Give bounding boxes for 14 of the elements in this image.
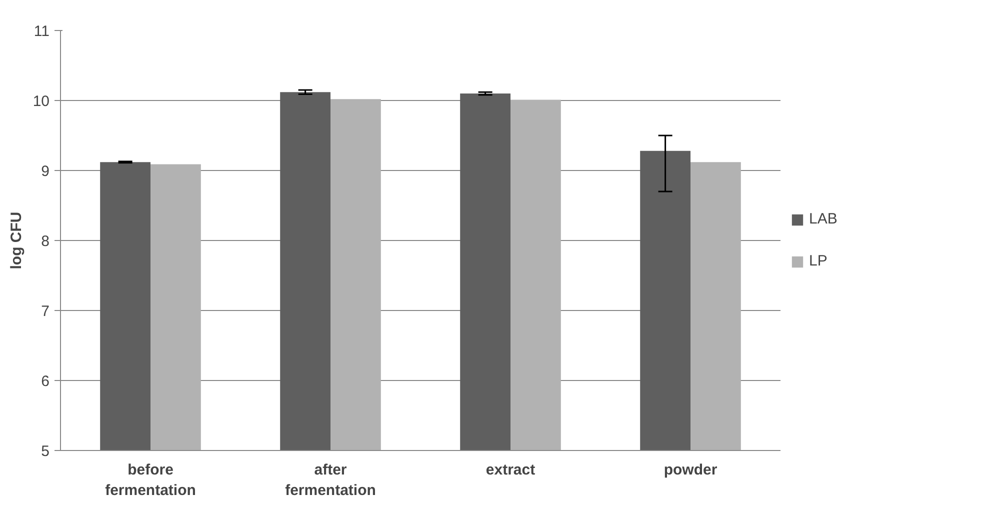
x-tick-label: powder [664,462,718,478]
y-tick-label: 5 [41,443,50,460]
legend-label: LP [809,252,828,270]
y-tick-label: 6 [41,373,50,390]
legend-label: LAB [809,210,838,228]
x-tick-label: after fermentation [285,462,376,499]
y-tick-label: 10 [32,93,50,110]
y-tick-label: 7 [41,303,50,320]
x-tick-label: extract [486,462,536,478]
y-axis-title: log CFU [8,212,25,270]
y-tick-label: 8 [41,233,50,250]
y-tick-label: 9 [41,163,50,180]
x-tick-label: before fermentation [105,462,196,499]
y-tick-label: 11 [34,23,50,40]
